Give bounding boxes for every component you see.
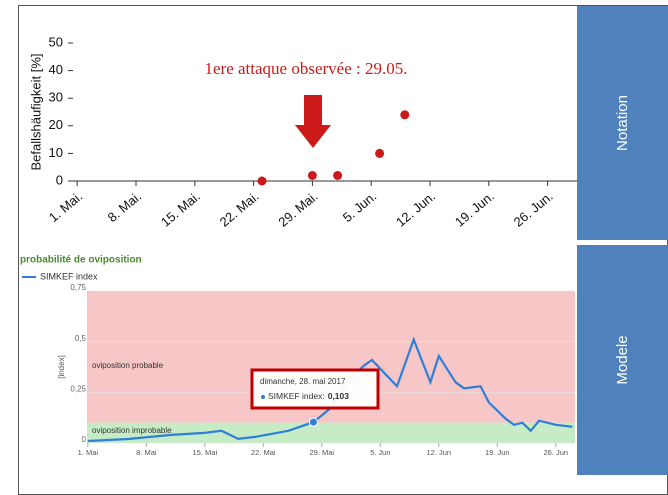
x-tick-label: 29. Mai xyxy=(310,448,335,457)
y-tick-label: 40 xyxy=(49,62,63,77)
panel-label: Modele xyxy=(614,335,631,384)
band-label: oviposition improbable xyxy=(92,426,172,435)
chart-title: probabilité de oviposition xyxy=(20,255,142,266)
arrow xyxy=(295,95,331,148)
x-tick-label: 5. Jun xyxy=(370,448,390,457)
series-line xyxy=(87,336,573,443)
tooltip-swatch xyxy=(261,395,265,399)
y-tick-label: 50 xyxy=(49,34,63,49)
y-tick-label: 0 xyxy=(56,172,63,187)
x-tick-label: 1. Mai xyxy=(78,448,99,457)
panel xyxy=(577,245,668,475)
y-tick-label: 0,5 xyxy=(75,334,87,343)
legend-label: SIMKEF index xyxy=(40,271,98,281)
plot-band xyxy=(87,422,575,443)
y-tick-label: 0 xyxy=(82,435,87,444)
x-tick-label: 12. Jun xyxy=(426,448,451,457)
y-tick-label: 20 xyxy=(49,117,63,132)
x-tick-label: 15. Mai xyxy=(193,448,218,457)
point xyxy=(375,148,385,158)
point xyxy=(257,176,267,186)
tooltip-title: dimanche, 28. mai 2017 xyxy=(260,377,346,386)
x-tick-label: 19. Jun xyxy=(485,448,510,457)
point xyxy=(333,170,343,180)
band-label: oviposition probable xyxy=(92,361,164,370)
tooltip-value: 0,103 xyxy=(328,391,350,401)
x-tick-label: 22. Mai xyxy=(251,448,276,457)
y-tick-label: 0,75 xyxy=(70,283,86,292)
y-axis-label: [index] xyxy=(57,355,66,379)
tooltip-series: SIMKEF index: xyxy=(268,391,325,401)
panel-label: Notation xyxy=(614,95,631,151)
tooltip xyxy=(250,368,380,410)
hover-point xyxy=(308,417,318,427)
x-tick-label: 8. Mai xyxy=(136,448,157,457)
y-tick-label: 30 xyxy=(49,90,63,105)
x-tick-label: 26. Jun xyxy=(543,448,568,457)
panel xyxy=(577,6,668,240)
y-tick-label: 10 xyxy=(49,145,63,160)
y-axis-label: Befallshäufigkeit [%] xyxy=(28,53,43,170)
y-tick-label: 0,25 xyxy=(70,384,86,393)
point xyxy=(400,110,410,120)
annotation: 1ere attaque observée : 29.05. xyxy=(205,59,408,78)
point xyxy=(307,170,317,180)
tooltip-text: SIMKEF index: 0,103 xyxy=(268,391,349,401)
